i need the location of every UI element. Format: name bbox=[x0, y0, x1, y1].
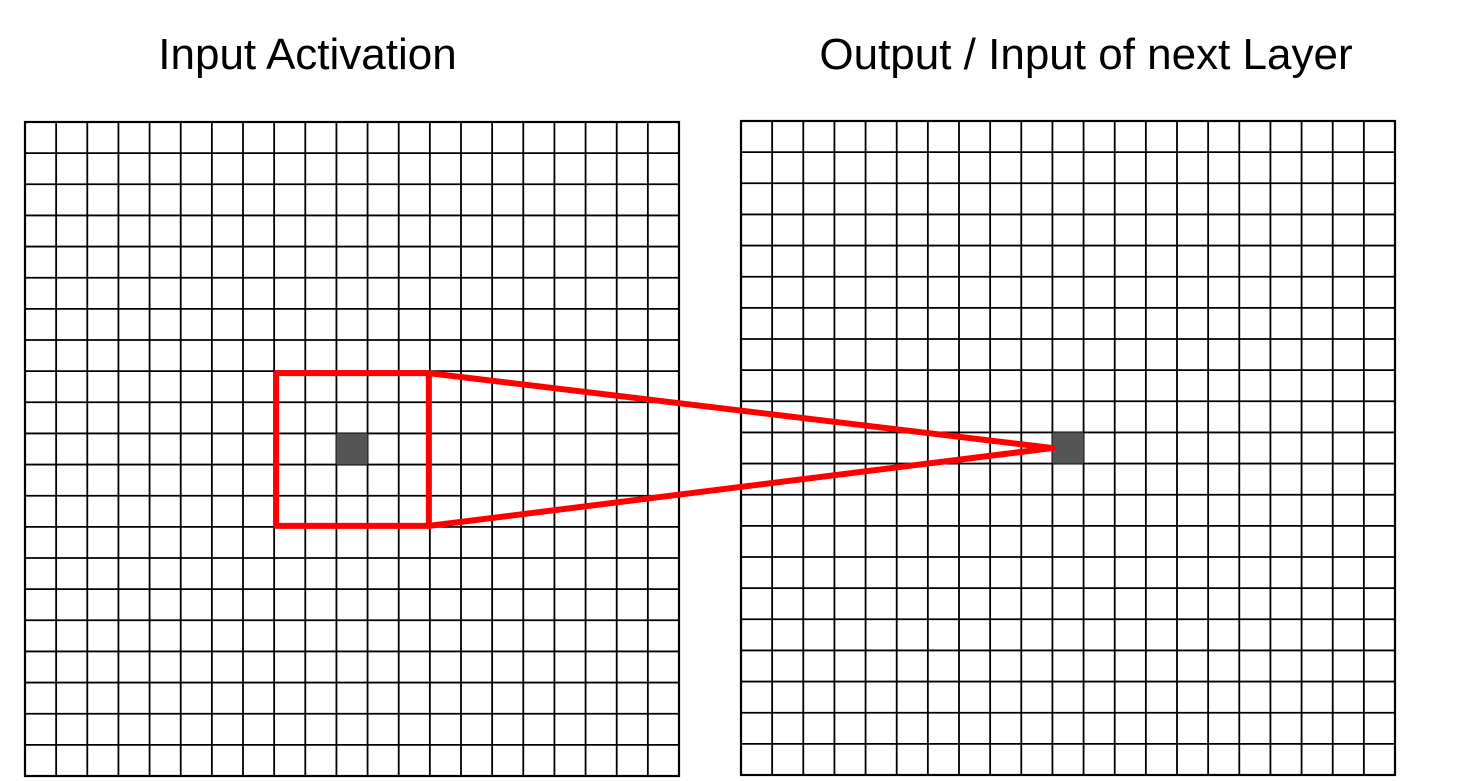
input-grid-border bbox=[23, 120, 681, 778]
input-activation-title: Input Activation bbox=[158, 30, 457, 79]
receptive-field-box bbox=[273, 370, 432, 529]
projection-line-bottom bbox=[425, 445, 1056, 529]
input-center-cell bbox=[336, 433, 368, 465]
projection-line-top bbox=[425, 370, 1056, 451]
output-cell bbox=[1052, 432, 1084, 464]
receptive-field-overlay bbox=[273, 370, 1084, 529]
output-grid-border bbox=[739, 119, 1397, 777]
output-layer-title: Output / Input of next Layer bbox=[819, 30, 1353, 79]
